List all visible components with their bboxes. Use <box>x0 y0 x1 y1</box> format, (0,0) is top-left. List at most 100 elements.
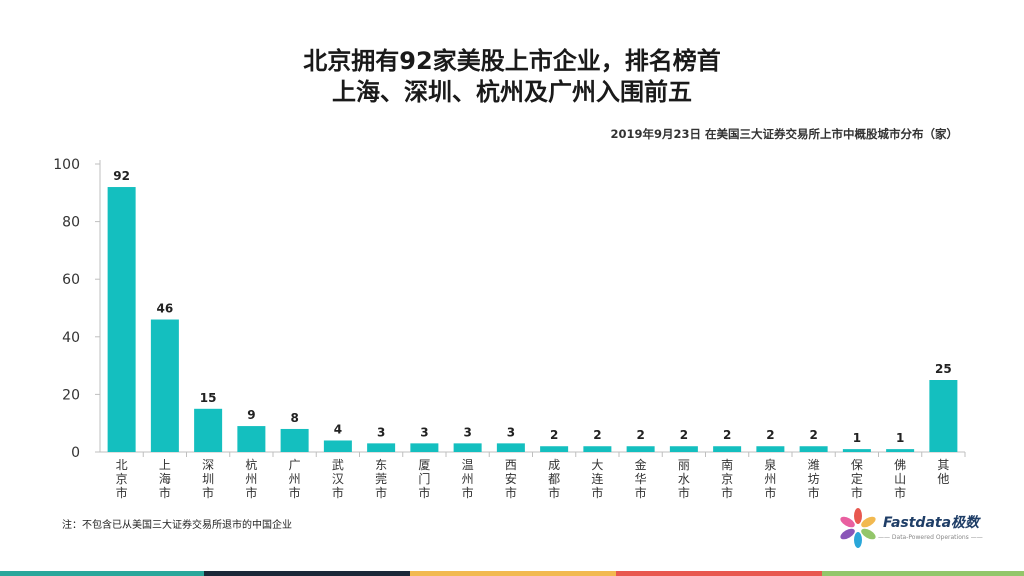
x-tick-label: 丽水市 <box>678 458 690 500</box>
x-tick-label-char: 保 <box>851 458 863 472</box>
logo-tagline: —— Data-Powered Operations —— <box>878 534 983 541</box>
bar <box>799 446 828 452</box>
x-tick-label-char: 其 <box>937 458 949 472</box>
data-label: 2 <box>593 428 601 442</box>
x-tick-label-char: 市 <box>764 485 776 500</box>
x-tick-label: 其他 <box>937 458 949 486</box>
x-tick-label: 潍坊市 <box>808 458 820 500</box>
x-tick-label-char: 西 <box>505 458 517 472</box>
x-tick-label: 深圳市 <box>202 458 214 500</box>
x-tick-label-char: 市 <box>591 485 603 500</box>
footer-color-segment <box>822 571 1024 576</box>
x-tick-label-char: 大 <box>591 458 603 472</box>
x-tick-label: 西安市 <box>505 458 517 500</box>
y-tick-label: 80 <box>62 215 80 231</box>
x-tick-label-char: 市 <box>289 485 301 500</box>
bar <box>669 446 698 452</box>
x-tick-label-char: 州 <box>764 472 776 486</box>
x-tick-label-char: 东 <box>375 458 387 472</box>
x-tick-label-char: 安 <box>505 471 517 486</box>
bar <box>150 319 179 452</box>
y-tick-label: 20 <box>62 387 80 403</box>
bar <box>583 446 612 452</box>
x-tick-label: 东莞市 <box>375 458 387 500</box>
x-tick-label-char: 市 <box>808 485 820 500</box>
x-tick-label-char: 定 <box>851 471 863 486</box>
data-label: 2 <box>723 428 731 442</box>
footer-color-segment <box>204 571 410 576</box>
x-tick-label-char: 市 <box>418 485 430 500</box>
x-tick-label-char: 市 <box>548 485 560 500</box>
x-tick-label-char: 京 <box>721 472 733 486</box>
data-label: 8 <box>290 411 298 425</box>
chart-subtitle: 2019年9月23日 在美国三大证券交易所上市中概股城市分布（家） <box>610 127 958 141</box>
x-tick-label-char: 市 <box>678 485 690 500</box>
data-label: 46 <box>157 302 174 316</box>
x-tick-label-char: 都 <box>548 472 560 486</box>
x-tick-label-char: 南 <box>721 457 733 472</box>
x-tick-label-char: 泉 <box>764 458 776 472</box>
y-tick-label: 60 <box>62 272 80 288</box>
bar <box>367 443 396 452</box>
data-label: 1 <box>853 431 861 445</box>
x-tick-label-char: 水 <box>678 472 690 486</box>
x-tick-label-char: 北 <box>116 458 128 472</box>
x-tick-label-char: 京 <box>116 472 128 486</box>
data-label: 3 <box>463 425 471 439</box>
x-tick-label-char: 上 <box>159 458 171 472</box>
data-label: 15 <box>200 391 217 405</box>
x-tick-label-char: 市 <box>851 485 863 500</box>
data-label: 3 <box>507 425 515 439</box>
x-tick-label: 金华市 <box>635 457 647 500</box>
bar <box>929 380 958 452</box>
data-label: 4 <box>334 422 342 436</box>
x-tick-label-char: 市 <box>894 485 906 500</box>
x-tick-label-char: 州 <box>462 472 474 486</box>
data-label: 3 <box>420 425 428 439</box>
x-tick-label: 泉州市 <box>764 458 776 500</box>
x-tick-label: 大连市 <box>591 458 603 500</box>
x-tick-label-char: 市 <box>202 485 214 500</box>
bar <box>107 187 136 453</box>
data-label: 9 <box>247 408 255 422</box>
x-tick-label-char: 金 <box>635 457 647 472</box>
x-tick-label-char: 市 <box>721 485 733 500</box>
x-tick-label-char: 市 <box>332 485 344 500</box>
title-line-1: 北京拥有92家美股上市企业，排名榜首 <box>303 47 721 75</box>
x-tick-label-char: 市 <box>116 485 128 500</box>
bar <box>410 443 439 452</box>
x-tick-label-char: 市 <box>159 485 171 500</box>
title-line-2: 上海、深圳、杭州及广州入围前五 <box>332 78 692 106</box>
x-tick-label-char: 莞 <box>375 472 387 486</box>
bar <box>842 449 871 452</box>
bar <box>323 440 352 452</box>
bar <box>194 408 223 452</box>
y-tick-label: 100 <box>53 157 80 173</box>
logo-name: Fastdata极数 <box>883 515 980 531</box>
footer-color-segment <box>0 571 204 576</box>
bar <box>237 426 266 452</box>
x-tick-label-char: 州 <box>289 472 301 486</box>
x-tick-label: 温州市 <box>462 458 474 500</box>
x-tick-label: 厦门市 <box>418 458 430 500</box>
data-label: 2 <box>550 428 558 442</box>
x-tick-label: 北京市 <box>116 458 128 500</box>
chart-title: 北京拥有92家美股上市企业，排名榜首 上海、深圳、杭州及广州入围前五 <box>0 46 1024 108</box>
footer-color-segment <box>410 571 616 576</box>
y-tick-label: 40 <box>62 330 80 346</box>
x-tick-label-char: 市 <box>462 485 474 500</box>
x-tick-label: 广州市 <box>289 458 301 500</box>
footnote: 注：不包含已从美国三大证券交易所退市的中国企业 <box>62 520 292 531</box>
x-tick-label: 杭州市 <box>245 457 257 500</box>
x-tick-label-char: 杭 <box>245 457 257 472</box>
x-tick-label-char: 广 <box>289 458 301 472</box>
x-tick-label: 佛山市 <box>894 458 906 500</box>
x-tick-label-char: 汉 <box>332 472 344 486</box>
bar <box>496 443 525 452</box>
x-tick-label-char: 市 <box>635 485 647 500</box>
y-tick-label: 0 <box>71 445 80 461</box>
data-label: 3 <box>377 425 385 439</box>
data-label: 92 <box>113 169 130 183</box>
data-label: 2 <box>766 428 774 442</box>
